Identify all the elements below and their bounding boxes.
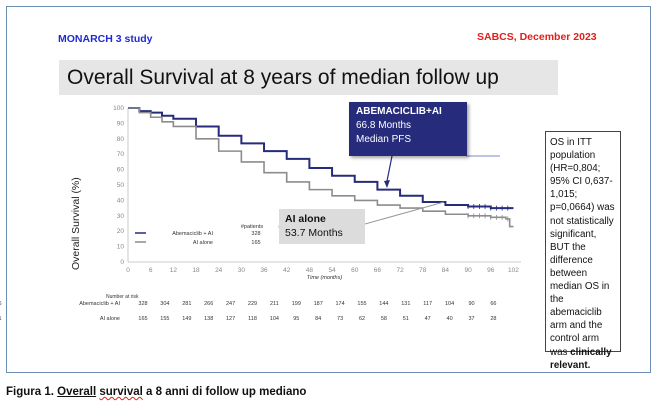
x-tick-label: 78 bbox=[419, 267, 427, 274]
y-tick-label: 20 bbox=[117, 228, 125, 235]
x-tick-label: 36 bbox=[260, 267, 268, 274]
risk-value: 104 bbox=[445, 301, 454, 307]
y-tick-label: 0 bbox=[120, 259, 124, 266]
risk-value: 40 bbox=[447, 316, 453, 322]
risk-value: 66 bbox=[490, 301, 496, 307]
legend-label: AI alone bbox=[193, 240, 213, 246]
risk-value: 266 bbox=[204, 301, 213, 307]
chart-title: Overall Survival at 8 years of median fo… bbox=[67, 66, 499, 89]
abema-annotation-sub: Median PFS bbox=[356, 134, 412, 145]
risk-row-label: Abemaciclib + AI bbox=[79, 301, 120, 307]
os-note-bold: clinically relevant. bbox=[550, 346, 612, 371]
risk-value: 104 bbox=[270, 316, 279, 322]
abema-annotation-title: ABEMACICLIB+AI bbox=[356, 106, 442, 117]
x-tick-label: 54 bbox=[328, 267, 336, 274]
y-tick-label: 100 bbox=[113, 105, 124, 112]
x-tick-label: 24 bbox=[215, 267, 223, 274]
risk-value: 47 bbox=[425, 316, 431, 322]
risk-value: 131 bbox=[401, 301, 410, 307]
risk-value: 187 bbox=[314, 301, 323, 307]
x-tick-label: 60 bbox=[351, 267, 359, 274]
risk-value: 138 bbox=[204, 316, 213, 322]
risk-value: 211 bbox=[270, 301, 279, 307]
risk-value: 51 bbox=[403, 316, 409, 322]
risk-value: 1 bbox=[0, 316, 2, 322]
y-tick-label: 90 bbox=[117, 120, 125, 127]
risk-value: 127 bbox=[226, 316, 235, 322]
abema-arrow bbox=[386, 155, 393, 182]
risk-value: 247 bbox=[226, 301, 235, 307]
x-axis-label: Time (months) bbox=[307, 275, 343, 281]
ai-annotation-value: 53.7 Months bbox=[285, 227, 343, 239]
figure-caption: Figura 1. Overall survival a 8 anni di f… bbox=[6, 386, 306, 398]
abema-annotation: ABEMACICLIB+AI 66.8 Months Median PFS bbox=[349, 102, 467, 156]
y-tick-label: 80 bbox=[117, 136, 125, 143]
x-tick-label: 102 bbox=[508, 267, 519, 274]
risk-value: 304 bbox=[160, 301, 169, 307]
risk-value: 149 bbox=[182, 316, 191, 322]
risk-value: 174 bbox=[336, 301, 345, 307]
risk-value: 37 bbox=[468, 316, 474, 322]
x-tick-label: 48 bbox=[306, 267, 314, 274]
y-tick-label: 40 bbox=[117, 197, 125, 204]
y-tick-label: 10 bbox=[117, 244, 125, 251]
x-tick-label: 72 bbox=[396, 267, 404, 274]
x-tick-label: 12 bbox=[170, 267, 178, 274]
risk-row-label: AI alone bbox=[100, 316, 120, 322]
risk-value: 90 bbox=[468, 301, 474, 307]
risk-value: 117 bbox=[423, 301, 432, 307]
x-tick-label: 0 bbox=[126, 267, 130, 274]
risk-value: 281 bbox=[182, 301, 191, 307]
x-tick-label: 96 bbox=[487, 267, 495, 274]
title-bar: Overall Survival at 8 years of median fo… bbox=[59, 60, 558, 95]
y-tick-label: 60 bbox=[117, 167, 125, 174]
risk-value: 155 bbox=[357, 301, 366, 307]
risk-value: 199 bbox=[292, 301, 301, 307]
os-note-box: OS in ITT population (HR=0,804; 95% CI 0… bbox=[545, 131, 621, 371]
risk-value: 328 bbox=[138, 301, 147, 307]
risk-value: 84 bbox=[315, 316, 321, 322]
legend-patients: 328 bbox=[251, 231, 260, 237]
caption-prefix: Figura 1. bbox=[6, 386, 54, 398]
x-tick-label: 18 bbox=[192, 267, 200, 274]
risk-value: 73 bbox=[337, 316, 343, 322]
risk-value: 155 bbox=[160, 316, 169, 322]
caption-rest: a 8 anni di follow up mediano bbox=[146, 386, 307, 398]
ai-annotation: AI alone 53.7 Months bbox=[279, 209, 365, 244]
ai-annotation-title: AI alone bbox=[285, 213, 326, 225]
study-label: MONARCH 3 study bbox=[58, 33, 153, 45]
x-tick-label: 6 bbox=[149, 267, 153, 274]
ai-survival-curve bbox=[128, 107, 514, 228]
os-note-text: OS in ITT population (HR=0,804; 95% CI 0… bbox=[550, 137, 615, 358]
y-tick-label: 30 bbox=[117, 213, 125, 220]
risk-value: 144 bbox=[379, 301, 388, 307]
risk-value: 165 bbox=[138, 316, 147, 322]
risk-value: 62 bbox=[359, 316, 365, 322]
x-tick-label: 30 bbox=[238, 267, 246, 274]
legend-patients: 165 bbox=[251, 240, 260, 246]
x-tick-label: 84 bbox=[442, 267, 450, 274]
risk-value: 118 bbox=[248, 316, 257, 322]
x-tick-label: 66 bbox=[374, 267, 382, 274]
x-tick-label: 90 bbox=[464, 267, 472, 274]
legend-label: Abemaciclib + AI bbox=[172, 231, 213, 237]
conference-label: SABCS, December 2023 bbox=[477, 31, 597, 43]
risk-value: 6 bbox=[0, 301, 2, 307]
risk-value: 58 bbox=[381, 316, 387, 322]
y-tick-label: 50 bbox=[117, 182, 125, 189]
legend-header-patients: #patients bbox=[241, 224, 264, 230]
risk-table-title: Number at risk bbox=[106, 294, 139, 300]
caption-survival: survival bbox=[99, 386, 143, 398]
caption-overall: Overall bbox=[57, 386, 97, 398]
risk-value: 95 bbox=[293, 316, 299, 322]
risk-value: 229 bbox=[248, 301, 257, 307]
abema-arrow-head bbox=[384, 180, 390, 188]
x-tick-label: 42 bbox=[283, 267, 291, 274]
y-tick-label: 70 bbox=[117, 151, 125, 158]
abema-annotation-value: 66.8 Months bbox=[356, 120, 412, 131]
ai-arrow bbox=[364, 201, 445, 225]
abema-survival-curve bbox=[128, 107, 514, 210]
risk-value: 28 bbox=[490, 316, 496, 322]
